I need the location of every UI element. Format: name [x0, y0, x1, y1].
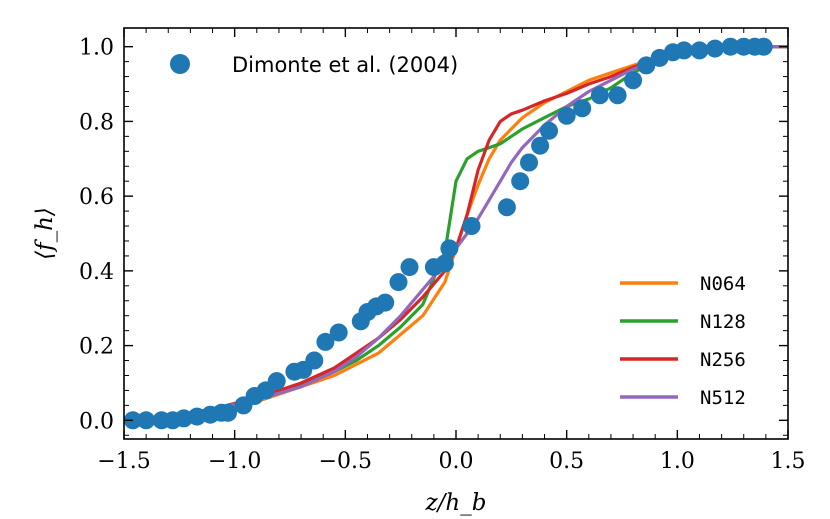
data-point-34 [573, 99, 592, 118]
data-point-44 [721, 37, 740, 56]
legend-label-N128: N128 [700, 311, 746, 333]
scatter-layer [123, 37, 773, 430]
data-point-17 [329, 323, 348, 342]
data-point-33 [557, 106, 576, 125]
y-tick-label: 0.2 [79, 335, 114, 360]
ticks-layer [123, 28, 789, 439]
y-tick-label: 0.6 [79, 185, 114, 210]
data-point-37 [624, 71, 643, 90]
data-point-23 [400, 258, 419, 277]
legend-layer: Dimonte et al. (2004) N064 N128 N256 N512 [170, 53, 746, 409]
data-point-38 [637, 56, 656, 75]
data-point-43 [706, 39, 724, 58]
x-tick-label: −1.0 [208, 449, 261, 474]
data-point-31 [531, 136, 550, 155]
data-point-28 [497, 198, 516, 217]
legend-label-N064: N064 [700, 273, 746, 295]
x-tick-label: 1.0 [660, 449, 695, 474]
x-tick-label: −0.5 [319, 449, 372, 474]
legend-label-dimonte: Dimonte et al. (2004) [232, 53, 458, 77]
data-point-27 [462, 217, 481, 235]
x-tick-label: 0.0 [439, 449, 474, 474]
data-point-15 [305, 351, 324, 370]
data-point-41 [675, 41, 693, 60]
labels-layer: −1.5 −1.0 −0.5 0.0 0.5 1.0 1.5 0.0 0.2 0.4 0.6 0.8 1… [32, 36, 806, 516]
data-point-21 [376, 293, 395, 312]
legend-marker-dimonte [170, 54, 190, 74]
data-point-22 [389, 273, 408, 292]
data-point-1 [137, 411, 156, 430]
x-tick-label: 0.5 [549, 449, 584, 474]
legend-label-N512: N512 [700, 387, 746, 409]
y-tick-label: 1.0 [79, 36, 114, 61]
data-point-30 [520, 153, 538, 172]
data-point-8 [219, 403, 237, 422]
data-point-26 [440, 239, 459, 258]
x-tick-label: 1.5 [771, 449, 806, 474]
data-point-5 [188, 407, 206, 426]
data-point-36 [608, 86, 627, 105]
data-point-42 [690, 41, 709, 60]
x-tick-label: −1.5 [97, 449, 150, 474]
data-point-12 [267, 372, 286, 391]
legend-label-N256: N256 [700, 349, 746, 371]
x-axis-label: z/h_b [425, 490, 487, 516]
y-tick-label: 0.0 [79, 409, 114, 434]
data-point-25 [435, 254, 454, 273]
data-point-47 [754, 37, 773, 56]
data-point-4 [174, 409, 193, 428]
y-tick-label: 0.8 [79, 110, 114, 135]
data-point-16 [316, 332, 335, 351]
data-point-35 [590, 86, 609, 105]
y-tick-label: 0.4 [79, 260, 114, 285]
data-point-32 [540, 121, 558, 140]
y-axis-label: ⟨f_h⟩ [32, 207, 58, 260]
data-point-29 [511, 172, 530, 191]
